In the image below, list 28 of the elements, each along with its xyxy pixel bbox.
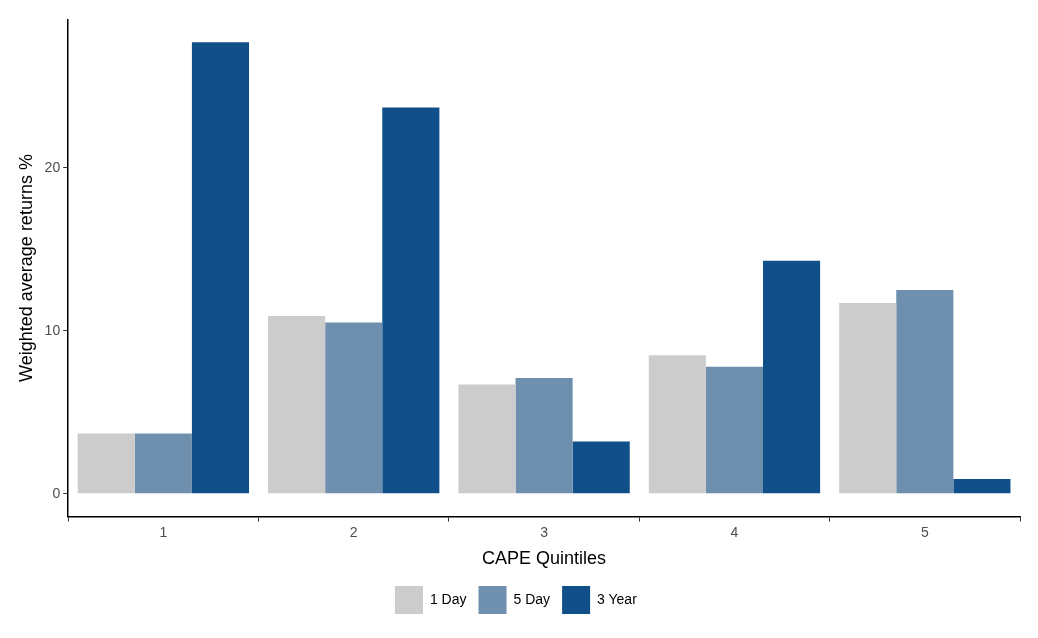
bar (268, 316, 326, 494)
x-axis-title: CAPE Quintiles (482, 548, 607, 569)
bar (77, 433, 135, 494)
bar (763, 260, 821, 494)
y-tick-label: 0 (52, 484, 61, 501)
bar (458, 384, 516, 494)
x-tick-label: 5 (920, 523, 929, 540)
bar (382, 107, 440, 494)
x-tick-label: 1 (159, 523, 168, 540)
bar (191, 42, 250, 494)
bar (648, 355, 706, 494)
bar (953, 479, 1011, 494)
bar (325, 322, 383, 494)
x-tick-label: 4 (730, 523, 739, 540)
bar (705, 366, 764, 494)
x-tick-label: 3 (540, 523, 549, 540)
y-tick-label: 20 (44, 158, 61, 175)
y-axis-title: Weighted average returns % (15, 154, 36, 382)
x-tick-label: 2 (349, 523, 358, 540)
legend-label: 1 Day (429, 590, 467, 607)
y-tick-label: 10 (44, 321, 61, 338)
legend-label: 5 Day (513, 590, 551, 607)
bar (839, 303, 897, 494)
legend-label: 3 Year (597, 590, 638, 607)
bar (896, 290, 954, 494)
bar (572, 441, 630, 494)
bar (515, 378, 573, 494)
bar (134, 433, 192, 494)
